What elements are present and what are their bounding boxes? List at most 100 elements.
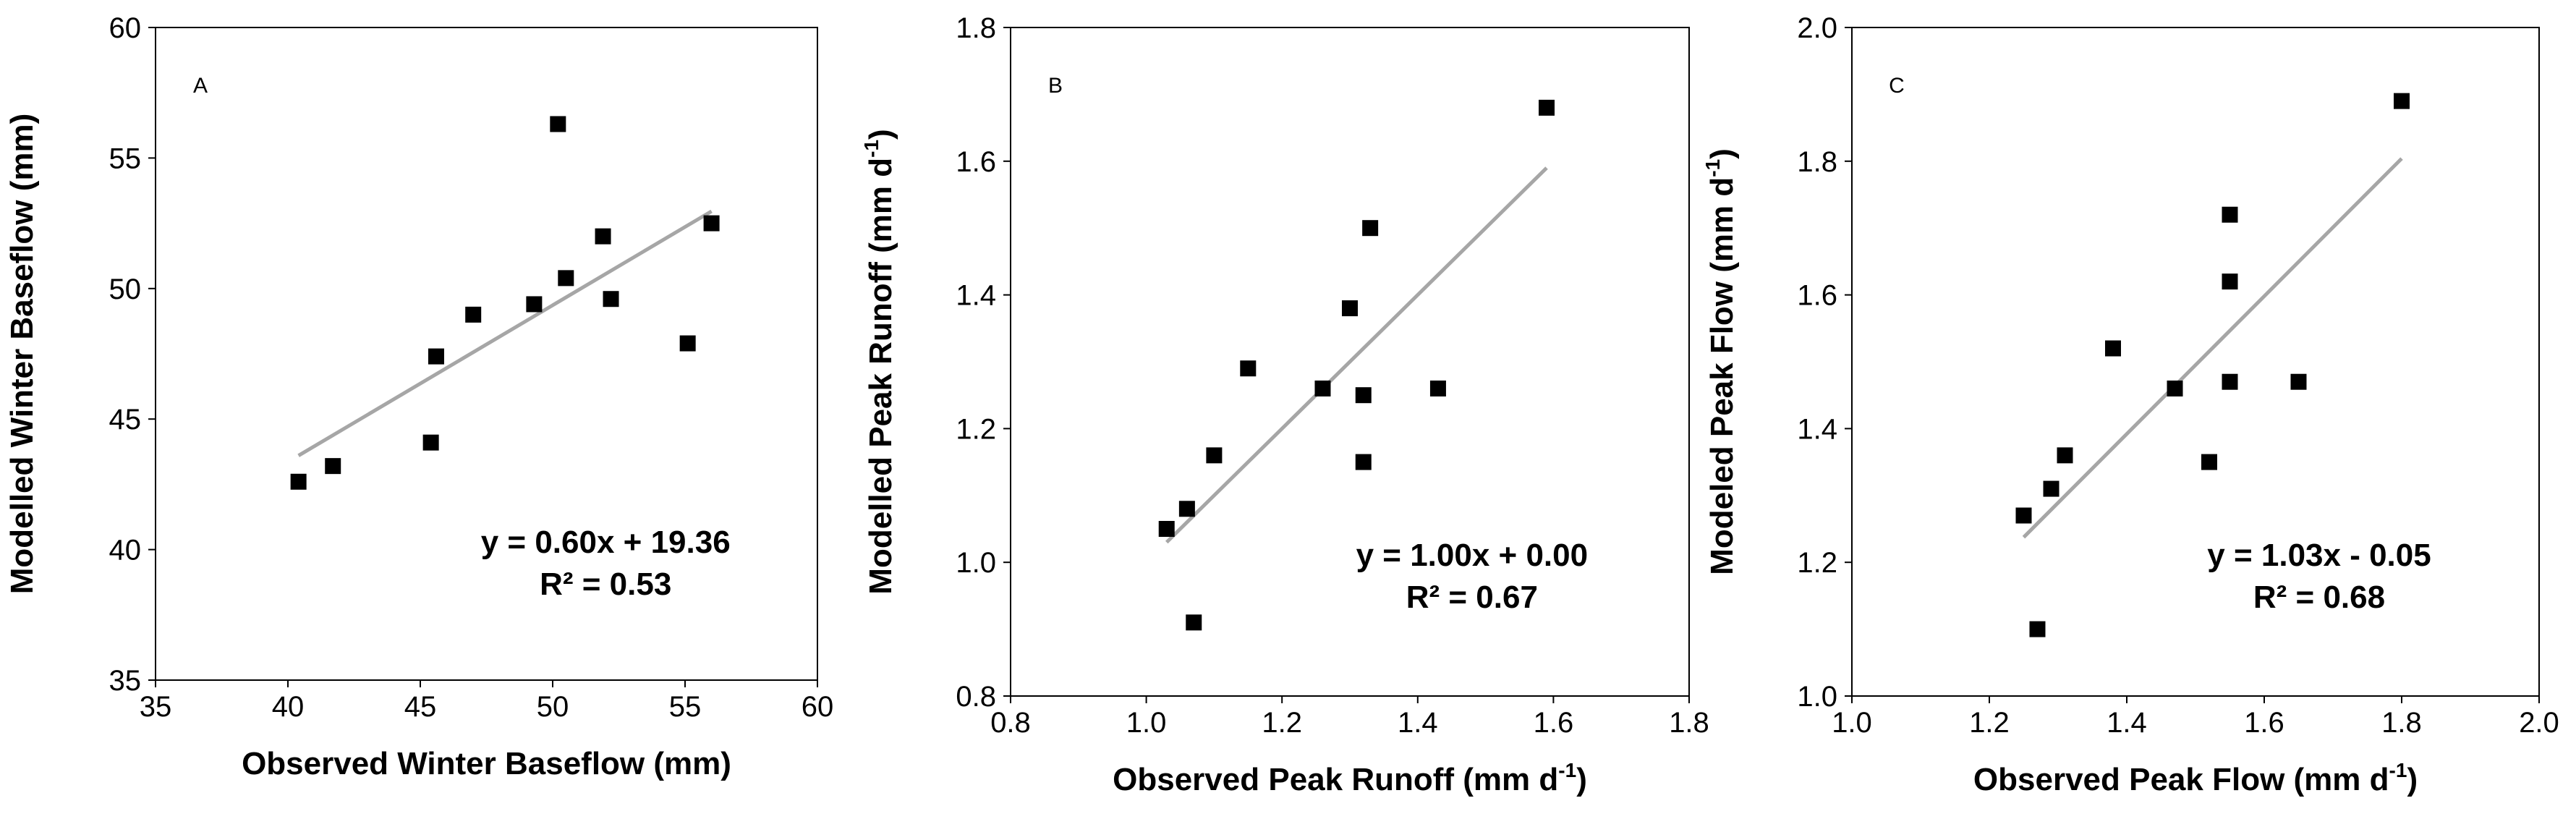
data-point xyxy=(1539,99,1555,116)
y-tick-label: 35 xyxy=(109,665,142,697)
plot-frame xyxy=(1851,27,2540,697)
data-point xyxy=(1362,220,1379,237)
data-point xyxy=(1240,360,1257,377)
x-axis-title-superscript: -1 xyxy=(2389,759,2407,781)
trend-equation: y = 0.60x + 19.36 xyxy=(481,525,731,560)
x-tick-label: 1.8 xyxy=(1669,707,1709,739)
x-tick-label: 1.0 xyxy=(1832,707,1872,739)
data-point xyxy=(1429,380,1446,396)
x-axis-title: Observed Peak Runoff (mm d-1) xyxy=(1113,759,1587,797)
x-axis-title-closing: ) xyxy=(1576,762,1587,797)
trendline xyxy=(2022,157,2403,539)
y-axis-title-closing: ) xyxy=(1704,148,1740,159)
y-axis-title: Modelled Peak Runoff (mm d-1) xyxy=(860,129,898,594)
data-point xyxy=(2015,507,2032,524)
data-point xyxy=(1355,387,1372,404)
data-point xyxy=(603,291,619,307)
data-point xyxy=(2167,380,2183,396)
y-axis-title-text: Modelled Peak Runoff (mm d xyxy=(863,158,898,595)
r-squared: R² = 0.68 xyxy=(2253,580,2385,615)
data-point xyxy=(325,458,341,475)
x-axis-title: Observed Winter Baseflow (mm) xyxy=(242,746,731,781)
x-tick-label: 1.6 xyxy=(2244,707,2284,739)
r-squared: R² = 0.67 xyxy=(1406,580,1538,615)
trendline xyxy=(1165,166,1548,544)
r-squared: R² = 0.53 xyxy=(540,567,671,602)
x-tick-label: 60 xyxy=(802,691,834,723)
x-tick-label: 1.4 xyxy=(1398,707,1438,739)
y-tick-label: 1.6 xyxy=(956,146,996,178)
y-tick-label: 1.4 xyxy=(956,280,996,312)
data-point xyxy=(2057,447,2073,464)
data-point xyxy=(1355,454,1372,470)
x-axis-title-text: Observed Peak Runoff (mm d xyxy=(1113,762,1558,797)
data-point xyxy=(2043,480,2059,497)
y-tick-label: 1.8 xyxy=(956,12,996,44)
y-tick-label: 40 xyxy=(109,535,142,567)
y-tick-label: 1.0 xyxy=(956,547,996,579)
x-tick-label: 1.6 xyxy=(1534,707,1574,739)
y-tick-label: 1.6 xyxy=(1797,280,1837,312)
y-axis-title: Modeled Peak Flow (mm d-1) xyxy=(1701,148,1740,575)
plot-frame xyxy=(1010,27,1690,697)
panel-label: B xyxy=(1048,74,1063,98)
panel-b: 0.8 1.0 1.2 1.4 1.6 1.8 0.8 1.0 1.2 1.4 1.6 1.8 By =… xyxy=(860,12,1709,797)
y-axis-title-superscript: -1 xyxy=(1701,159,1724,177)
data-point xyxy=(422,434,439,451)
y-tick-label: 1.4 xyxy=(1797,413,1837,445)
x-tick-label: 35 xyxy=(140,691,172,723)
y-axis-title-text: Modeled Peak Flow (mm d xyxy=(1704,177,1740,575)
plot-frame xyxy=(155,27,818,681)
x-tick-label: 1.4 xyxy=(2107,707,2147,739)
data-point xyxy=(2222,373,2238,390)
data-point xyxy=(558,270,574,287)
x-tick-label: 0.8 xyxy=(990,707,1031,739)
y-tick-label: 60 xyxy=(109,12,142,44)
y-axis-title-closing: ) xyxy=(863,129,898,140)
y-axis-title-superscript: -1 xyxy=(860,140,883,158)
data-point xyxy=(703,215,720,232)
data-point xyxy=(2222,273,2238,290)
data-point xyxy=(550,116,566,132)
data-point xyxy=(1158,521,1175,537)
y-tick-label: 2.0 xyxy=(1797,12,1837,44)
panel-label: C xyxy=(1889,74,1905,98)
y-axis-title: Modelled Winter Baseflow (mm) xyxy=(4,114,40,595)
data-point xyxy=(2290,373,2307,390)
y-tick-label: 55 xyxy=(109,143,142,174)
panel-c: 1.0 1.2 1.4 1.6 1.8 2.0 1.0 1.2 1.4 1.6 1.8 2.0 Cy =… xyxy=(1701,12,2559,797)
panel-a: 35 40 45 50 55 60 35 40 45 50 55 60 Ay = 0.60x + 19.… xyxy=(4,12,833,781)
data-point xyxy=(1206,447,1223,464)
x-axis-title-text: Observed Peak Flow (mm d xyxy=(1973,762,2389,797)
x-tick-label: 1.0 xyxy=(1126,707,1167,739)
data-point xyxy=(465,306,482,323)
y-axis-title-text: Modelled Winter Baseflow (mm) xyxy=(4,114,40,595)
data-point xyxy=(1178,501,1195,517)
data-point xyxy=(2394,93,2410,109)
x-tick-label: 1.2 xyxy=(1262,707,1302,739)
y-tick-label: 0.8 xyxy=(956,681,996,713)
x-tick-label: 55 xyxy=(669,691,702,723)
panel-label: A xyxy=(193,74,208,98)
x-tick-label: 50 xyxy=(537,691,569,723)
data-point xyxy=(1314,380,1331,396)
x-tick-label: 1.2 xyxy=(1969,707,2010,739)
x-axis-title-text: Observed Winter Baseflow (mm) xyxy=(242,746,731,781)
data-point xyxy=(2029,621,2046,637)
trendline xyxy=(297,209,713,457)
trend-equation: y = 1.03x - 0.05 xyxy=(2207,538,2431,573)
x-axis-title: Observed Peak Flow (mm d-1) xyxy=(1973,759,2418,797)
x-tick-label: 1.8 xyxy=(2381,707,2422,739)
data-point xyxy=(1342,300,1358,317)
x-tick-label: 2.0 xyxy=(2519,707,2559,739)
y-tick-label: 1.2 xyxy=(1797,547,1837,579)
trend-equation: y = 1.00x + 0.00 xyxy=(1356,538,1589,573)
data-point xyxy=(428,348,444,365)
y-tick-label: 1.0 xyxy=(1797,681,1837,713)
x-axis-title-superscript: -1 xyxy=(1558,759,1576,781)
x-tick-label: 40 xyxy=(272,691,305,723)
y-tick-label: 1.2 xyxy=(956,413,996,445)
data-point xyxy=(679,335,696,352)
